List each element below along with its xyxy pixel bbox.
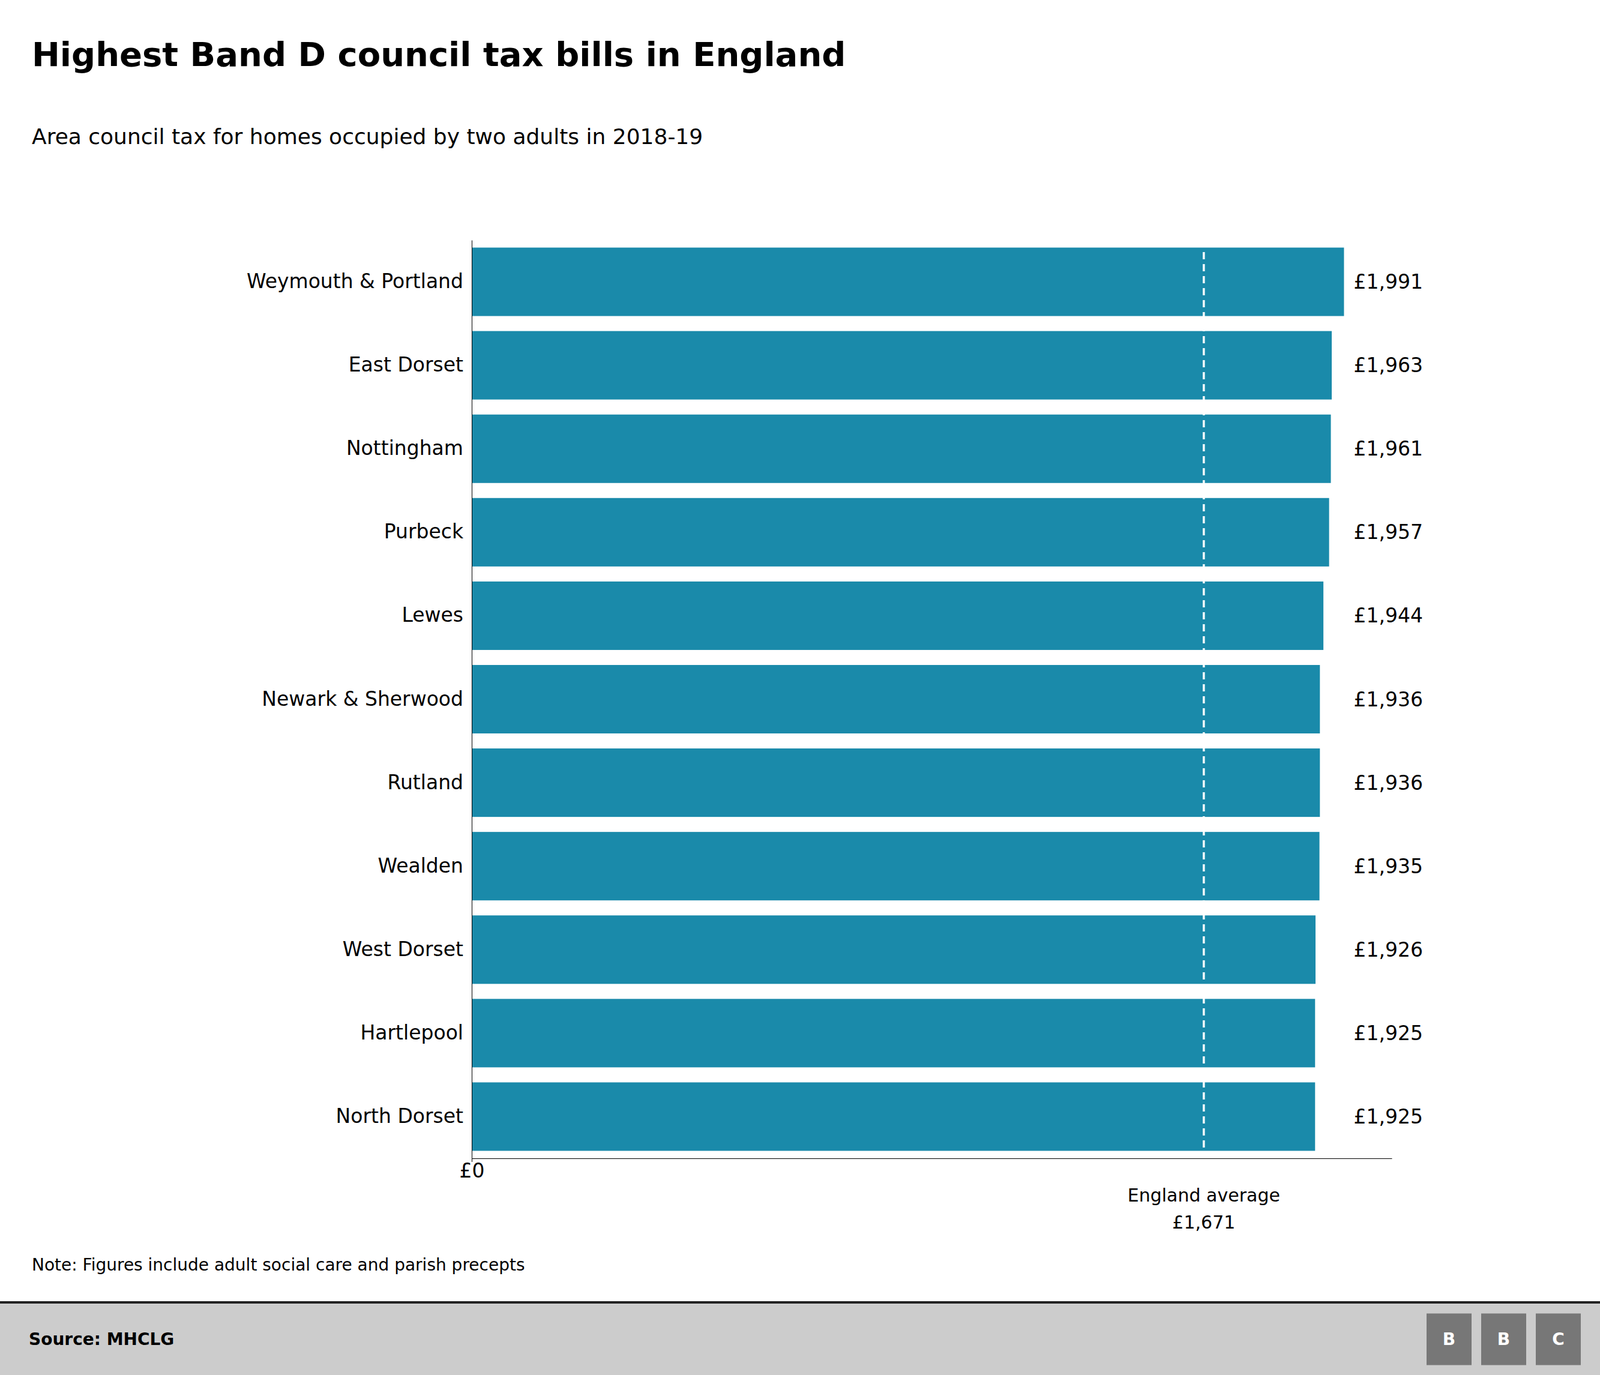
bar: [471, 498, 1330, 567]
bar: [471, 1082, 1315, 1151]
y-tick: East Dorset: [348, 352, 472, 377]
data-label: £1,936: [1353, 687, 1423, 712]
average-label: England average: [1127, 1184, 1281, 1206]
logo: BBC: [1426, 1313, 1581, 1366]
source: Source: MHCLG: [28, 1329, 175, 1350]
average-line: [1202, 240, 1206, 1159]
bar: [471, 581, 1324, 650]
bar: [471, 915, 1316, 984]
data-label: £1,957: [1353, 520, 1423, 544]
data-label: £1,961: [1353, 436, 1423, 461]
y-tick-label: Weymouth & Portland: [246, 269, 464, 293]
logo-box: [1481, 1313, 1527, 1366]
footer: [0, 1303, 1600, 1375]
logo-box: [1535, 1313, 1581, 1366]
y-axis: Weymouth & Portland East Dorset Nottingham…: [246, 240, 473, 1159]
y-tick-label: West Dorset: [342, 937, 464, 961]
y-tick: Newark & Sherwood: [261, 687, 472, 711]
y-tick: West Dorset: [342, 937, 472, 961]
y-tick-label: Lewes: [401, 603, 464, 627]
bar: [471, 247, 1344, 317]
average-value-label: £1,671: [1172, 1211, 1236, 1233]
data-label: £1,991: [1353, 270, 1423, 294]
x-tick-label: £0: [459, 1158, 485, 1183]
logo-letter: B: [1497, 1329, 1510, 1350]
y-tick: North Dorset: [336, 1104, 472, 1128]
y-tick-label: Wealden: [377, 854, 464, 878]
bar: [471, 831, 1320, 901]
plot-area: [471, 240, 1344, 1159]
data-label: £1,925: [1353, 1021, 1423, 1045]
x-axis-line: [472, 1158, 1393, 1159]
data-labels: £1,991 £1,963 £1,961 £1,957 £1,944 £1,936 £1,9…: [1353, 270, 1423, 1129]
y-tick: Wealden: [377, 854, 472, 878]
footer-separator: [0, 1301, 1600, 1304]
x-axis: £0: [459, 1158, 1393, 1183]
note: Note: Figures include adult social care …: [31, 1254, 525, 1275]
title: Highest Band D council tax bills in Engl…: [31, 34, 846, 74]
y-tick-label: Purbeck: [384, 519, 464, 544]
subtitle: Area council tax for homes occupied by t…: [31, 124, 703, 149]
y-tick-label: Nottingham: [346, 436, 464, 460]
y-tick-label: East Dorset: [348, 352, 464, 377]
data-label: £1,963: [1353, 353, 1423, 377]
data-label: £1,944: [1353, 603, 1423, 628]
bar: [471, 414, 1332, 484]
y-tick: Lewes: [401, 603, 472, 627]
y-tick: Nottingham: [346, 436, 472, 460]
bar: [471, 664, 1320, 734]
y-tick: Purbeck: [384, 519, 472, 544]
y-tick: Hartlepool: [360, 1020, 472, 1045]
x-tick: £0: [459, 1158, 485, 1183]
y-tick-label: Rutland: [387, 770, 464, 794]
y-tick: Rutland: [387, 770, 472, 794]
bar: [471, 998, 1315, 1068]
logo-letter: B: [1442, 1329, 1456, 1350]
data-label: £1,936: [1353, 771, 1423, 795]
data-label: £1,935: [1353, 854, 1423, 879]
y-tick-label: Newark & Sherwood: [261, 687, 464, 711]
data-label: £1,925: [1353, 1104, 1423, 1129]
bar: [471, 331, 1332, 400]
bar: [471, 748, 1320, 817]
y-tick: Weymouth & Portland: [246, 269, 472, 293]
y-axis-line: [471, 240, 473, 1159]
chart: Highest Band D council tax bills in Engl…: [0, 0, 1600, 1375]
background: [0, 0, 1600, 1375]
y-tick-label: Hartlepool: [360, 1020, 464, 1045]
y-tick-label: North Dorset: [336, 1104, 464, 1128]
logo-letter: C: [1551, 1329, 1565, 1350]
data-label: £1,926: [1353, 938, 1423, 962]
logo-box: [1426, 1313, 1472, 1366]
